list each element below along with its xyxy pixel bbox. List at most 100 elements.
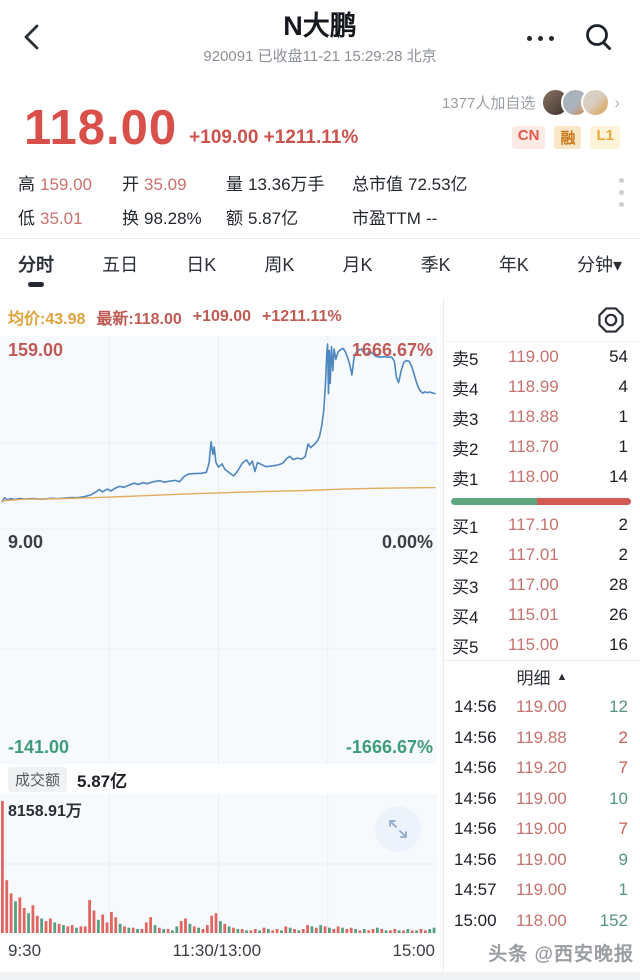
order-book-panel: 卖5 119.00 54 卖4 118.99 4 卖3 118.88 1 卖2 118.70 1 卖1 1… <box>443 298 640 972</box>
period-tab-bar: 分时 五日 日K 周K 月K 季K 年K 分钟▾ <box>0 239 640 298</box>
price-chart-svg <box>0 336 437 764</box>
y-mid-price: 9.00 <box>8 532 44 552</box>
tab-五日[interactable]: 五日 <box>102 254 139 275</box>
current-price: 118.00 <box>24 101 178 155</box>
search-icon <box>586 24 611 50</box>
header: N大鹏 920091 已收盘11-21 15:29:28 北京 <box>0 0 640 76</box>
sell-orders-list: 卖5 119.00 54 卖4 118.99 4 卖3 118.88 1 卖2 118.70 1 卖1 1… <box>444 342 640 492</box>
trade-detail-row: 14:56 119.00 12 <box>454 697 628 717</box>
search-button[interactable] <box>578 16 620 60</box>
stat-cell: 高 159.00 <box>18 175 92 194</box>
chevron-right-icon: › <box>614 92 620 112</box>
stat-cell: 低 35.01 <box>18 209 83 228</box>
detail-toggle[interactable]: 明细 ▲ <box>444 660 640 692</box>
tab-分钟[interactable]: 分钟▾ <box>576 254 622 275</box>
time-axis: 9:30 11:30/13:00 15:00 <box>0 936 443 966</box>
stock-code-status: 920091 已收盘11-21 15:29:28 北京 <box>203 48 437 65</box>
buy-orders-list: 买1 117.10 2 买2 117.01 2 买3 117.00 28 买4 115.01 26 买5… <box>444 510 640 660</box>
more-stats-indicator[interactable] <box>619 178 624 207</box>
time-open: 9:30 <box>8 941 42 960</box>
header-titles: N大鹏 920091 已收盘11-21 15:29:28 北京 <box>120 10 520 66</box>
tab-日K[interactable]: 日K <box>186 254 217 275</box>
price-section: 118.00 +109.00 +1211.11% 1377人加自选 › CN 融 L… <box>0 76 640 160</box>
stat-cell: 开 35.09 <box>122 175 187 194</box>
turnover-row: 成交额 5.87亿 <box>0 764 443 794</box>
price-right: 1377人加自选 › CN 融 L1 <box>442 76 620 160</box>
stock-name: N大鹏 <box>283 11 357 41</box>
legend-change: +109.00 <box>192 308 252 325</box>
order-book-row[interactable]: 买2 117.01 2 <box>452 545 628 567</box>
trade-detail-row: 14:56 119.88 2 <box>454 727 628 747</box>
y-max-price: 159.00 <box>8 340 64 360</box>
legend-change-pct: +1211.11% <box>262 308 342 325</box>
order-book-row[interactable]: 卖5 119.00 54 <box>452 347 628 369</box>
trade-detail-list[interactable]: 14:56 119.00 12 14:56 119.88 2 14:56 119.20 7 14:… <box>444 692 640 936</box>
volume-max-label: 8158.91万 <box>8 803 82 820</box>
buy-sell-ratio-bar <box>444 492 640 510</box>
collapse-triangle-icon: ▲ <box>556 670 568 683</box>
stat-cell: 额 5.87亿 <box>226 209 299 228</box>
trade-detail-row: 14:56 119.00 10 <box>454 788 628 808</box>
stats-section: 高 159.00 开 35.09 量 13.36万手 总市值 72.53亿低 35.01 换 98.… <box>0 160 640 238</box>
order-book-row[interactable]: 买5 115.00 16 <box>452 635 628 657</box>
stat-cell: 总市值 72.53亿 <box>352 175 468 194</box>
time-close: 15:00 <box>392 941 435 960</box>
order-book-row[interactable]: 买1 117.10 2 <box>452 515 628 537</box>
buy-ratio-segment <box>451 497 538 505</box>
stat-cell: 换 98.28% <box>122 209 202 228</box>
chart-legend: 均价:43.98 最新:118.00 +109.00 +1211.11% <box>0 298 443 336</box>
trade-detail-row: 14:56 119.00 7 <box>454 819 628 839</box>
market-badge: CN <box>511 126 546 149</box>
tab-季K[interactable]: 季K <box>420 254 451 275</box>
more-menu-button[interactable] <box>520 26 560 50</box>
market-badges: CN 融 L1 <box>511 126 620 149</box>
trade-detail-row: 14:57 119.00 1 <box>454 880 628 900</box>
expand-chart-button[interactable] <box>375 806 421 852</box>
tab-年K[interactable]: 年K <box>498 254 529 275</box>
chart-column: 均价:43.98 最新:118.00 +109.00 +1211.11% 159… <box>0 298 443 972</box>
main-content: 均价:43.98 最新:118.00 +109.00 +1211.11% 159… <box>0 298 640 972</box>
volume-chart[interactable]: 8158.91万 <box>0 794 443 936</box>
minute-price-chart[interactable]: 159.00 1666.67% 9.00 0.00% -141.00 -1666… <box>0 336 443 764</box>
market-badge: 融 <box>554 126 582 149</box>
trade-detail-row: 14:56 119.00 9 <box>454 849 628 869</box>
order-book-row[interactable]: 卖4 118.99 4 <box>452 377 628 399</box>
tab-分时[interactable]: 分时 <box>18 251 54 287</box>
bottom-strip <box>0 972 640 980</box>
detail-title: 明细 <box>516 669 551 688</box>
avg-price-label: 均价:43.98 <box>8 311 86 328</box>
order-book-row[interactable]: 卖2 118.70 1 <box>452 437 628 459</box>
gear-icon[interactable] <box>596 305 626 335</box>
book-toolbar <box>444 298 640 342</box>
order-book-row[interactable]: 卖1 118.00 14 <box>452 467 628 489</box>
stats-grid: 高 159.00 开 35.09 量 13.36万手 总市值 72.53亿低 35.01 换 98.… <box>18 170 600 229</box>
sell-ratio-segment <box>537 497 631 505</box>
divider <box>0 238 640 239</box>
tab-周K[interactable]: 周K <box>264 254 295 275</box>
watchers-row[interactable]: 1377人加自选 › <box>442 88 620 117</box>
price-left: 118.00 +109.00 +1211.11% <box>24 76 358 160</box>
market-badge: L1 <box>590 126 620 149</box>
order-book-row[interactable]: 卖3 118.88 1 <box>452 407 628 429</box>
y-min-price: -141.00 <box>8 737 70 757</box>
turnover-value: 5.87亿 <box>77 771 128 791</box>
trade-detail-row: 15:00 118.00 152 <box>454 910 628 930</box>
order-book-row[interactable]: 买3 117.00 28 <box>452 575 628 597</box>
y-min-pct: -1666.67% <box>345 737 433 757</box>
watcher-avatars <box>541 88 611 117</box>
back-button[interactable] <box>18 20 48 54</box>
latest-price-label: 最新:118.00 <box>96 311 182 328</box>
y-max-pct: 1666.67% <box>351 340 433 360</box>
order-book-row[interactable]: 买4 115.01 26 <box>452 605 628 627</box>
watchers-count: 1377人加自选 <box>441 95 536 112</box>
stat-cell: 市盈TTM -- <box>352 209 438 228</box>
turnover-label: 成交额 <box>8 766 68 792</box>
back-chevron-icon <box>24 24 39 50</box>
tab-月K[interactable]: 月K <box>342 254 373 275</box>
price-change: +109.00 +1211.11% <box>189 127 359 148</box>
expand-icon <box>389 820 407 838</box>
y-mid-pct: 0.00% <box>381 532 433 552</box>
avatar <box>581 88 611 117</box>
watermark: 头条 @西安晚报 <box>488 944 634 965</box>
